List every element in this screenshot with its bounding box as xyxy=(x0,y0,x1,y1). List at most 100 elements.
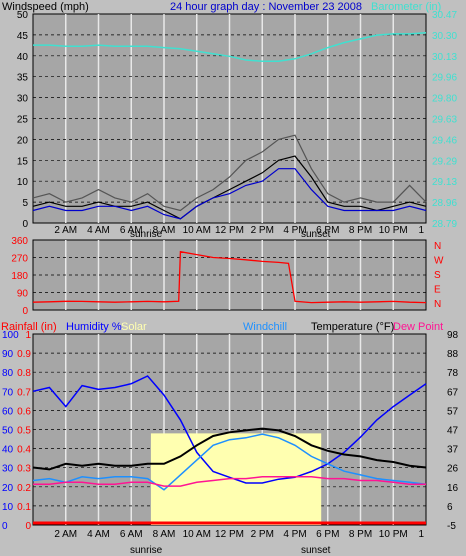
sunrise-label-temp: sunrise xyxy=(130,545,163,556)
temp-time-tick-label: 2 PM xyxy=(251,529,274,540)
barometer-tick-label: 28.79 xyxy=(432,219,457,230)
compass-label: E xyxy=(434,285,441,296)
wind-time-tick-label: 6 AM xyxy=(120,225,143,236)
humidity-line xyxy=(32,375,427,484)
wind_avg-line xyxy=(32,168,427,220)
temperature-line xyxy=(32,427,427,471)
rainfall-tick-label: 0.4 xyxy=(17,445,31,456)
windchill-axis-label: Windchill xyxy=(243,321,287,333)
windspeed-tick-label: 0 xyxy=(22,219,28,230)
wind-time-tick-label: 12 PM xyxy=(215,225,244,236)
direction-tick-label: 360 xyxy=(11,236,28,247)
barometer-tick-label: 29.80 xyxy=(432,94,457,105)
sunrise-label-wind: sunrise xyxy=(130,229,163,240)
barometer-tick-label: 29.96 xyxy=(432,73,457,84)
barometer-tick-label: 29.13 xyxy=(432,177,457,188)
wind-time-tick-label: 10 AM xyxy=(183,225,211,236)
chart-title: 24 hour graph day : November 23 2008 xyxy=(170,1,362,13)
temp-time-tick-label: 4 AM xyxy=(87,529,110,540)
rainfall-tick-label: 0.1 xyxy=(17,502,31,513)
windspeed-tick-label: 45 xyxy=(17,31,29,42)
humidity-tick-label: 100 xyxy=(2,330,19,341)
barometer-tick-label: 29.29 xyxy=(432,156,457,167)
temperature-tick-label: 16 xyxy=(447,483,459,494)
barometer-line xyxy=(33,31,427,63)
wind-time-tick-label: 4 PM xyxy=(283,225,306,236)
humidity-tick-label: 10 xyxy=(2,502,14,513)
compass-label: N xyxy=(434,241,441,252)
barometer-tick-label: 28.96 xyxy=(432,198,457,209)
rainfall-tick-label: 0 xyxy=(25,521,31,532)
humidity-tick-label: 0 xyxy=(2,521,8,532)
sunset-label-wind: sunset xyxy=(301,229,331,240)
temp-time-tick-label: 8 AM xyxy=(153,529,176,540)
wind-time-tick-label: 8 PM xyxy=(349,225,372,236)
wind-time-tick-label: 10 PM xyxy=(379,225,408,236)
barometer-tick-label: 30.30 xyxy=(432,31,457,42)
wind-time-tick-label: 8 AM xyxy=(153,225,176,236)
barometer-tick-label: 29.63 xyxy=(432,115,457,126)
temp-time-tick-label: 10 PM xyxy=(379,529,408,540)
windspeed-tick-label: 15 xyxy=(17,156,29,167)
rainfall-tick-label: 0.2 xyxy=(17,483,31,494)
rainfall-tick-label: 0.3 xyxy=(17,464,31,475)
windspeed-tick-label: 35 xyxy=(17,73,29,84)
temp-time-tick-label: 6 PM xyxy=(316,529,339,540)
barometer-axis-label: Barometer (in) xyxy=(371,1,441,13)
humidity-tick-label: 30 xyxy=(2,464,14,475)
rainfall-tick-label: 0.9 xyxy=(17,349,31,360)
humidity-axis-label: Humidity % xyxy=(66,321,122,333)
temp-time-tick-label: 1 xyxy=(418,529,424,540)
temp-time-tick-label: 6 AM xyxy=(120,529,143,540)
dewpoint-axis-label: Dew Point xyxy=(393,321,443,333)
temperature-tick-label: 26 xyxy=(447,464,459,475)
temperature-tick-label: 37 xyxy=(447,445,459,456)
humidity-tick-label: 60 xyxy=(2,406,14,417)
windspeed-tick-label: 30 xyxy=(17,94,29,105)
barometer-tick-label: 30.47 xyxy=(432,10,457,21)
temperature-tick-label: 67 xyxy=(447,387,459,398)
compass-label: N xyxy=(434,299,441,310)
rainfall-tick-label: 1 xyxy=(25,330,31,341)
rainfall-tick-label: 0.6 xyxy=(17,406,31,417)
temp-time-tick-label: 2 AM xyxy=(54,529,77,540)
humidity-tick-label: 70 xyxy=(2,387,14,398)
rainfall-tick-label: 0.8 xyxy=(17,368,31,379)
temp-time-tick-label: 4 PM xyxy=(283,529,306,540)
direction-tick-label: 0 xyxy=(22,306,28,317)
temperature-tick-label: 98 xyxy=(447,330,459,341)
direction-tick-label: 270 xyxy=(11,254,28,265)
windspeed-tick-label: 5 xyxy=(22,198,28,209)
humidity-tick-label: 20 xyxy=(2,483,14,494)
humidity-tick-label: 80 xyxy=(2,368,14,379)
temp-time-tick-label: 8 PM xyxy=(349,529,372,540)
windspeed-tick-label: 50 xyxy=(17,10,29,21)
temperature-tick-label: 47 xyxy=(447,426,459,437)
humidity-tick-label: 50 xyxy=(2,426,14,437)
solar-axis-label: Solar xyxy=(121,321,147,333)
direction-tick-label: 180 xyxy=(11,271,28,282)
dewpoint-line xyxy=(33,476,426,487)
temperature-axis-label: Temperature (°F) xyxy=(311,321,394,333)
barometer-tick-label: 30.13 xyxy=(432,52,457,63)
wind-time-tick-label: 4 AM xyxy=(87,225,110,236)
wind-direction-line xyxy=(32,250,427,304)
temperature-tick-label: 78 xyxy=(447,368,459,379)
windchill-line xyxy=(32,433,427,491)
temp-time-tick-label: 10 AM xyxy=(183,529,211,540)
compass-label: W xyxy=(434,256,444,267)
rainfall-tick-label: 0.5 xyxy=(17,426,31,437)
sunset-label-temp: sunset xyxy=(301,545,331,556)
wind-time-tick-label: 2 PM xyxy=(251,225,274,236)
direction-tick-label: 90 xyxy=(17,289,29,300)
wind-time-tick-label: 6 PM xyxy=(316,225,339,236)
humidity-tick-label: 40 xyxy=(2,445,14,456)
rainfall-axis-label: Rainfall (in) xyxy=(1,321,57,333)
windspeed-tick-label: 10 xyxy=(17,177,29,188)
temperature-tick-label: 57 xyxy=(447,406,459,417)
rainfall-tick-label: 0.7 xyxy=(17,387,31,398)
windspeed-line xyxy=(32,155,427,220)
temperature-tick-label: -5 xyxy=(447,521,456,532)
windspeed-tick-label: 40 xyxy=(17,52,29,63)
